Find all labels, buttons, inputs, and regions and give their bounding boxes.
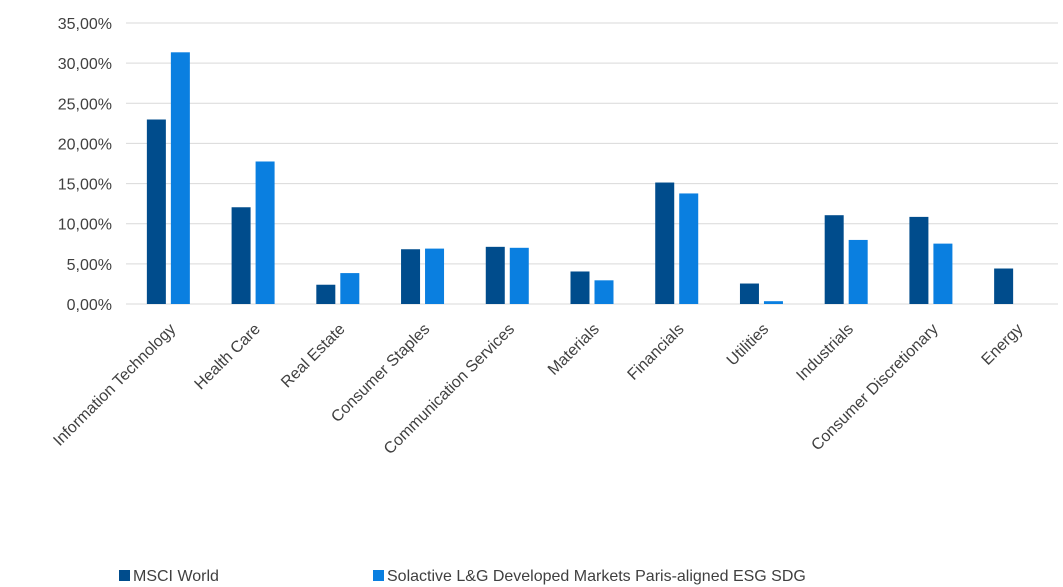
legend-label-msci-world: MSCI World: [133, 568, 219, 585]
x-category-label: Information Technology: [50, 321, 179, 450]
bar-solactive-0: [170, 52, 190, 304]
bar-msci-world-9: [909, 216, 929, 304]
bar-solactive-4: [509, 247, 529, 304]
x-category-label: Industrials: [793, 321, 857, 385]
bars: [146, 52, 1014, 305]
bar-msci-world-3: [401, 249, 421, 304]
y-tick-label: 25,00%: [58, 96, 112, 113]
y-tick-label: 5,00%: [67, 257, 112, 274]
x-axis-category-labels: Information Technology Health Care Real Es…: [50, 321, 1026, 458]
bar-solactive-7: [763, 301, 783, 304]
bar-msci-world-6: [655, 182, 675, 304]
legend-swatch-msci-world: [119, 570, 130, 581]
legend: MSCI World Solactive L&G Developed Marke…: [119, 568, 806, 585]
bar-solactive-2: [340, 273, 360, 304]
bar-solactive-9: [933, 243, 953, 304]
bar-solactive-1: [255, 161, 275, 304]
bar-msci-world-1: [231, 207, 251, 304]
x-category-label: Materials: [545, 321, 603, 379]
gridlines: [126, 22, 1058, 305]
bar-solactive-6: [679, 193, 699, 304]
x-category-label: Energy: [979, 321, 1027, 369]
bar-solactive-3: [425, 248, 445, 304]
bar-msci-world-2: [316, 284, 336, 304]
bar-msci-world-5: [570, 271, 590, 304]
bar-solactive-5: [594, 280, 614, 304]
x-category-label: Real Estate: [278, 321, 349, 392]
y-tick-label: 15,00%: [58, 177, 112, 194]
y-axis-tick-labels: 0,00% 5,00% 10,00% 15,00% 20,00% 25,00% 30,00%…: [58, 16, 112, 314]
bar-msci-world-0: [146, 119, 166, 305]
y-tick-label: 0,00%: [67, 297, 112, 314]
y-tick-label: 20,00%: [58, 136, 112, 153]
y-tick-label: 35,00%: [58, 16, 112, 33]
bar-msci-world-8: [824, 215, 844, 304]
bar-msci-world-10: [994, 268, 1014, 304]
x-category-label: Utilities: [724, 321, 772, 369]
y-tick-label: 10,00%: [58, 217, 112, 234]
x-category-label: Financials: [625, 321, 688, 384]
bar-msci-world-4: [485, 246, 505, 304]
bar-msci-world-7: [739, 283, 759, 304]
bar-solactive-8: [848, 239, 868, 304]
legend-swatch-solactive: [373, 570, 384, 581]
y-tick-label: 30,00%: [58, 56, 112, 73]
legend-label-solactive: Solactive L&G Developed Markets Paris-al…: [387, 568, 806, 585]
x-category-label: Health Care: [192, 321, 264, 393]
